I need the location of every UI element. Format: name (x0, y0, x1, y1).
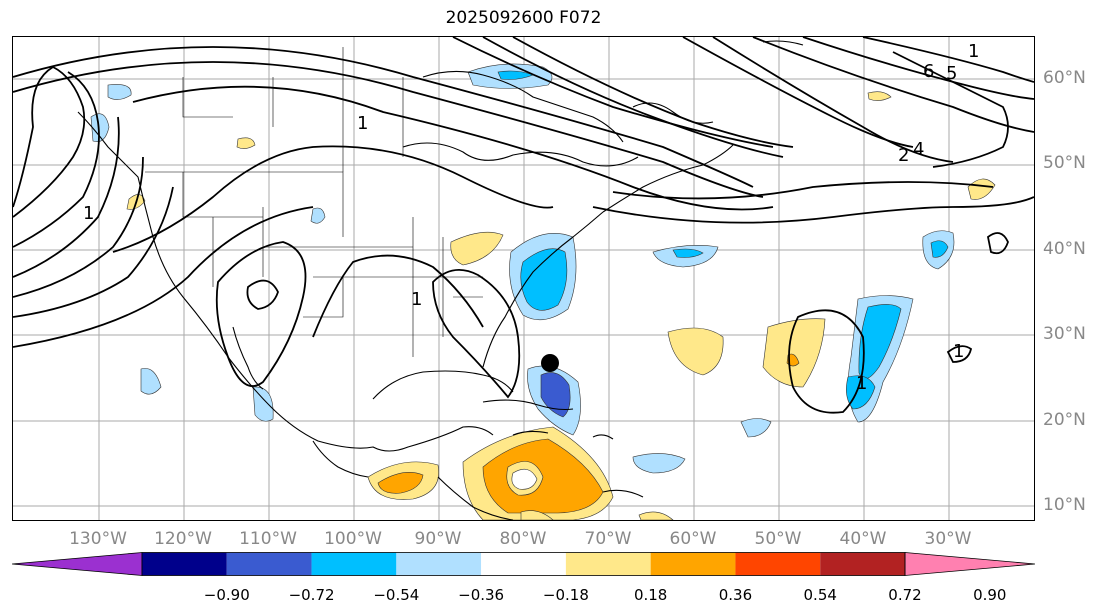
colorbar (12, 552, 1035, 576)
lat-label: 10°N (1043, 495, 1086, 515)
lat-label: 20°N (1043, 410, 1086, 430)
contour-label: 1 (856, 373, 867, 394)
contour-label: 4 (913, 139, 924, 160)
contour-label: 1 (968, 41, 979, 62)
colorbar-tick-label: −0.36 (458, 586, 505, 604)
lon-label: 110°W (239, 529, 297, 549)
colorbar-tick-label: −0.54 (373, 586, 420, 604)
colorbar-tick-label: −0.72 (288, 586, 335, 604)
anomaly-fills (90, 63, 996, 520)
contour-label: 6 (923, 61, 934, 82)
lat-label: 40°N (1043, 239, 1086, 259)
storm-center-marker (541, 354, 559, 372)
colorbar-segment (311, 552, 397, 576)
lon-label: 80°W (499, 529, 547, 549)
contour-label: 1 (83, 203, 94, 224)
contour-label: 1 (953, 341, 964, 362)
contour-label-group: 1 2 4 6 5 1 1 1 1 1 (83, 41, 979, 394)
lat-label: 60°N (1043, 68, 1086, 88)
lon-label: 40°W (839, 529, 887, 549)
state-borders (145, 47, 483, 357)
colorbar-tick-label: −0.18 (542, 586, 589, 604)
coastlines (77, 40, 804, 520)
contour-label: 1 (411, 289, 422, 310)
colorbar-segment (226, 552, 312, 576)
contour-label: 5 (946, 63, 957, 84)
colorbar-tick-label: 0.90 (973, 586, 1007, 604)
lon-label: 100°W (324, 529, 382, 549)
colorbar-tick-label: −0.90 (203, 586, 250, 604)
map-title: 2025092600 F072 (445, 8, 602, 28)
colorbar-segment (735, 552, 821, 576)
lat-label: 30°N (1043, 324, 1086, 344)
colorbar-tick-label: 0.18 (633, 586, 668, 604)
contour-label: 2 (898, 145, 909, 166)
lon-label: 120°W (154, 529, 212, 549)
colorbar-segment (396, 552, 482, 576)
map-panel: 1 2 4 6 5 1 1 1 1 1 (12, 36, 1035, 521)
lon-label: 30°W (924, 529, 972, 549)
contour-label: 1 (357, 113, 368, 134)
lon-label: 90°W (414, 529, 462, 549)
contour-lines (13, 37, 1034, 414)
colorbar-segment (820, 552, 905, 576)
lon-label: 70°W (584, 529, 632, 549)
lon-label: 60°W (669, 529, 717, 549)
colorbar-extend-low (12, 552, 143, 576)
map-canvas: 1 2 4 6 5 1 1 1 1 1 (13, 37, 1034, 520)
colorbar-extend-high (904, 552, 1035, 576)
lon-label: 130°W (69, 529, 127, 549)
colorbar-segment (565, 552, 651, 576)
lat-label: 50°N (1043, 153, 1086, 173)
colorbar-tick-label: 0.36 (718, 586, 753, 604)
colorbar-segment (481, 552, 566, 576)
lon-label: 50°W (754, 529, 802, 549)
colorbar-segment (650, 552, 736, 576)
colorbar-tick-label: 0.72 (888, 586, 922, 604)
colorbar-segment (142, 552, 227, 576)
colorbar-tick-label: 0.54 (803, 586, 837, 604)
